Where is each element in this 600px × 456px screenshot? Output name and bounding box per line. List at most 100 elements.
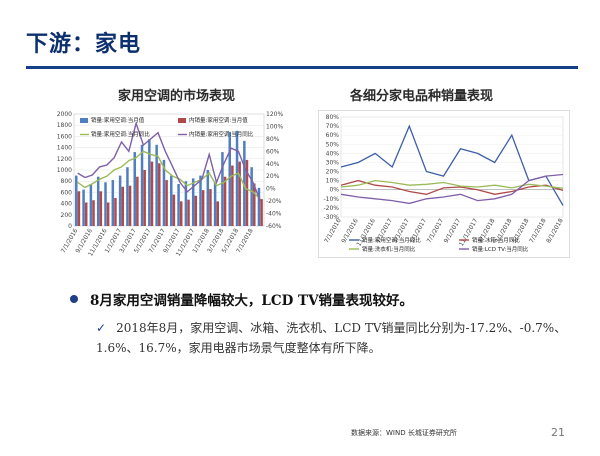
series-line-3 (340, 173, 564, 205)
right-axis-tick: 100% (266, 123, 283, 130)
right-axis-tick: 80% (266, 136, 280, 143)
bar-domestic (231, 165, 234, 226)
bar-sales (228, 131, 231, 226)
bar-domestic (99, 191, 103, 226)
bar-domestic (77, 191, 81, 226)
bar-sales (140, 144, 144, 226)
check-icon: ✓ (96, 321, 107, 335)
y-axis-tick: 50% (326, 141, 340, 148)
bar-domestic (201, 190, 205, 226)
bar-sales (250, 167, 253, 226)
left-axis-tick: 0 (68, 223, 72, 230)
bar-sales (184, 181, 188, 226)
y-axis-tick: -20% (323, 205, 339, 212)
bar-sales (148, 139, 151, 226)
bar-domestic (238, 161, 241, 226)
bar-domestic (245, 159, 249, 226)
bar-domestic (92, 200, 95, 226)
bar-domestic (187, 199, 190, 226)
bar-sales (104, 182, 107, 226)
legend-label: 内销量:家用空调:当月值 (189, 116, 248, 124)
bar-domestic (165, 180, 168, 226)
bar-sales (133, 152, 136, 226)
y-axis-tick: 70% (326, 123, 340, 130)
bar-domestic (106, 202, 110, 226)
left-axis-tick: 1600 (57, 133, 72, 140)
bar-sales (243, 140, 246, 226)
left-axis-tick: 400 (61, 201, 73, 208)
legend-label: 销量:家用空调:当月同比 (91, 130, 150, 138)
y-axis-tick: -30% (323, 214, 339, 221)
line-domestic-yoy (77, 120, 261, 202)
bar-domestic (179, 201, 183, 226)
aircon-chart-svg: 0 200 400 600 800 1000 1200 1400 1600 1800 2000 -60… (57, 111, 284, 258)
bar-sales (199, 175, 202, 226)
y-axis-tick: 30% (326, 159, 340, 166)
left-axis-tick: 1400 (57, 145, 72, 152)
y-axis-tick: 80% (326, 114, 340, 121)
bar-domestic (209, 189, 212, 226)
bar-domestic (260, 199, 263, 226)
data-source: 数据来源：WIND 长城证券研究所 (351, 429, 457, 437)
y-axis-tick: 10% (326, 178, 340, 185)
bar-sales (206, 170, 210, 226)
legend-swatch (80, 118, 88, 123)
bar-sales (126, 167, 129, 226)
bullet-text: 8月家用空调销量降幅较大，LCD TV销量表现较好。 (90, 293, 414, 309)
bar-domestic (136, 176, 139, 226)
bar-sales (96, 176, 100, 226)
bullet-point: 8月家用空调销量降幅较大，LCD TV销量表现较好。 (70, 289, 413, 309)
bar-domestic (84, 202, 88, 226)
title-divider (26, 66, 578, 69)
x-axis-tick: 8/1/2018 (545, 217, 565, 244)
right-axis-tick: -20% (266, 198, 282, 205)
bar-sales (111, 180, 115, 226)
right-axis-tick: 120% (266, 111, 283, 118)
bar-domestic (150, 161, 154, 226)
slide-title: 下游：家电 (26, 31, 142, 57)
bar-sales (162, 159, 166, 226)
right-chart-title: 各细分家电品种销量表现 (350, 89, 494, 104)
bar-sales (257, 187, 261, 226)
bar-sales (75, 175, 78, 226)
series-line-1 (340, 179, 564, 195)
bar-domestic (194, 195, 198, 226)
legend-swatch (178, 118, 186, 123)
legend-label: 内销量:家用空调:当月同比 (189, 130, 254, 138)
left-axis-tick: 2000 (57, 111, 72, 118)
right-axis-tick: 40% (266, 161, 280, 168)
legend-label: 销量:家用空调:当月同比 (362, 236, 421, 244)
bar-sales (221, 152, 224, 226)
bar-sales (191, 178, 195, 226)
bar-sales (170, 175, 173, 226)
bar-domestic (114, 198, 117, 226)
y-axis-tick: 20% (326, 169, 340, 176)
left-axis-tick: 1000 (57, 167, 72, 174)
legend-label: 销量:洗衣机:当月同比 (362, 245, 416, 253)
right-axis-tick: 20% (266, 173, 280, 180)
right-axis-tick: 60% (266, 148, 280, 155)
bar-domestic (216, 201, 219, 226)
bar-sales (177, 184, 180, 226)
left-axis-tick: 600 (61, 189, 73, 196)
page-number: 21 (551, 426, 565, 439)
left-axis-tick: 800 (61, 178, 73, 185)
bar-domestic (128, 185, 132, 226)
bar-domestic (253, 183, 256, 226)
left-axis-tick: 1800 (57, 122, 72, 129)
bar-sales (82, 189, 85, 226)
y-axis-tick: 60% (326, 132, 340, 139)
bar-domestic (143, 170, 146, 226)
y-axis-tick: 0% (329, 187, 339, 194)
aircon-market-chart: 0 200 400 600 800 1000 1200 1400 1600 1800 2000 -60… (48, 108, 296, 268)
left-axis-tick: 200 (61, 212, 73, 219)
bar-domestic (158, 163, 161, 226)
bar-sales (155, 144, 158, 226)
bar-sales (213, 182, 217, 226)
legend-label: 销量:冰箱:当月同比 (472, 236, 520, 244)
bar-sales (118, 175, 122, 226)
legend-label: 销量:家用空调:当月值 (91, 116, 145, 124)
bar-domestic (121, 186, 124, 226)
appliance-sales-chart: -30% -20% -10% 0% 10% 20% 30% 40% 50% 60% 70% 80% 7/… (318, 110, 570, 258)
right-axis-tick: -60% (266, 223, 282, 230)
